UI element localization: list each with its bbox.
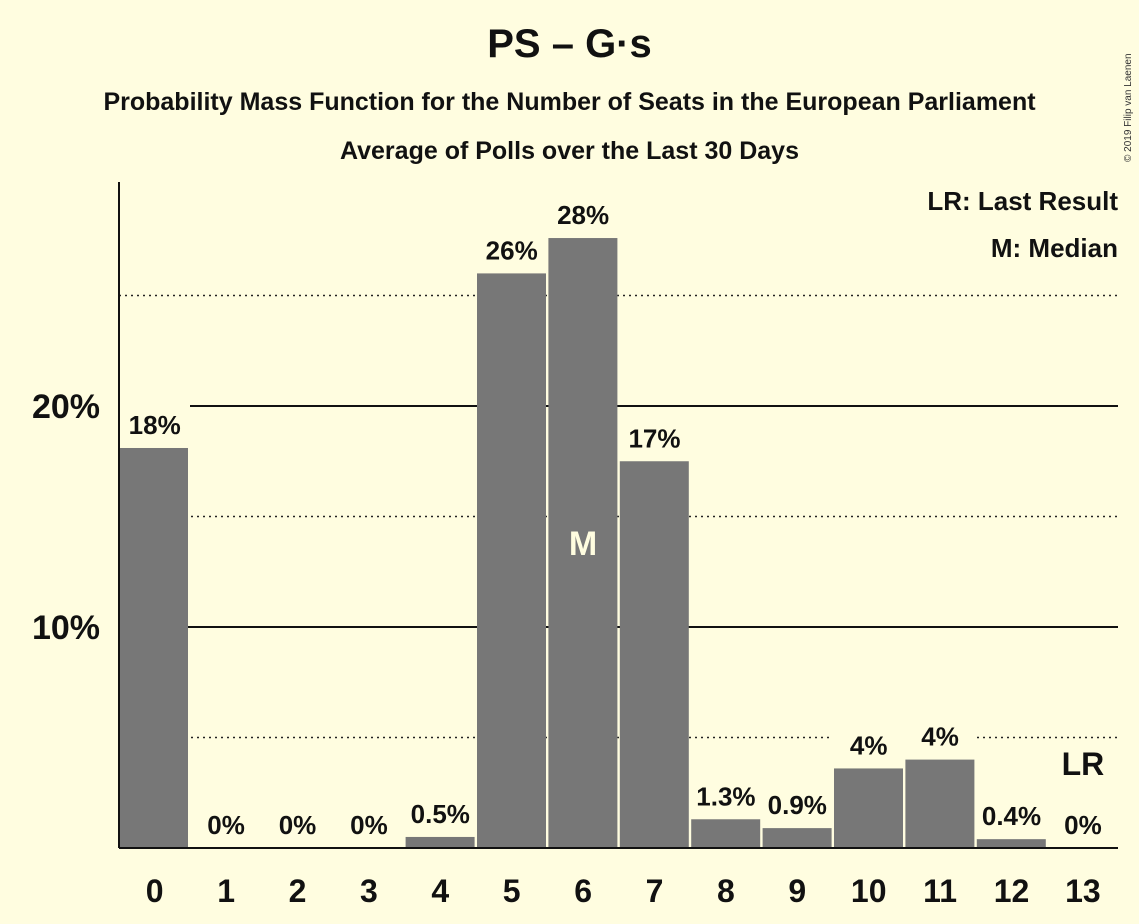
label-backdrop <box>475 225 548 274</box>
data-label: 17% <box>628 423 680 453</box>
label-backdrop <box>832 720 905 769</box>
legend-last-result: LR: Last Result <box>927 186 1118 216</box>
y-tick-label: 10% <box>32 609 100 647</box>
label-backdrop <box>117 399 190 448</box>
x-tick-label: 2 <box>289 873 307 909</box>
x-tick-label: 12 <box>994 873 1030 909</box>
last-result-marker: LR <box>1062 746 1105 782</box>
x-tick-label: 10 <box>851 873 887 909</box>
data-label: 0% <box>207 810 245 840</box>
x-tick-label: 9 <box>788 873 806 909</box>
label-backdrop <box>974 791 1048 840</box>
data-label: 28% <box>557 200 609 230</box>
bar-seat-9 <box>762 828 832 848</box>
data-label: 0% <box>1064 810 1102 840</box>
data-labels: 18% 0% 0% 0% 0.5% 26% 28% M 17% 1.3% 0.9% 4% 4% 0.4% 0… <box>129 200 1105 840</box>
data-label: 0% <box>350 810 388 840</box>
legend-median: M: Median <box>991 233 1118 263</box>
x-tick-label: 11 <box>923 873 957 909</box>
median-marker: M <box>569 525 597 563</box>
bar-seat-12 <box>976 839 1046 848</box>
y-tick-label: 20% <box>32 388 100 426</box>
bar-seat-11 <box>905 759 975 848</box>
label-backdrop <box>403 788 477 837</box>
x-tick-label: 8 <box>717 873 735 909</box>
data-label: 0% <box>279 810 317 840</box>
bar-seat-5 <box>477 273 546 848</box>
x-tick-label: 5 <box>503 873 521 909</box>
chart-title: PS – G·s <box>487 22 652 66</box>
data-label: 1.3% <box>696 781 755 811</box>
chart-subtitle-2: Average of Polls over the Last 30 Days <box>340 137 799 165</box>
bar-seat-0 <box>119 447 188 848</box>
gridlines <box>119 294 1118 739</box>
x-tick-label: 6 <box>574 873 592 909</box>
label-backdrop <box>760 780 834 829</box>
data-label: 0.5% <box>411 799 470 829</box>
label-backdrop <box>617 413 691 462</box>
data-label: 0.9% <box>768 790 827 820</box>
bar-seat-4 <box>405 836 475 848</box>
bar-seat-7 <box>619 461 689 848</box>
x-tick-label: 0 <box>146 873 164 909</box>
x-tick-label: 1 <box>217 873 235 909</box>
label-backdrop <box>546 190 620 239</box>
label-backdrop <box>689 771 763 820</box>
bar-seat-8 <box>691 819 761 848</box>
axes: 10%20%0 1 2 3 4 5 6 7 8 9 10 11 12 13 <box>32 182 1118 909</box>
chart-subtitle: Probability Mass Function for the Number… <box>103 88 1036 116</box>
label-backdrop <box>903 711 977 760</box>
x-tick-label: 4 <box>431 873 449 909</box>
data-label: 26% <box>486 235 538 265</box>
x-tick-label: 3 <box>360 873 378 909</box>
bar-seat-6 <box>548 238 618 849</box>
data-label: 4% <box>921 722 959 752</box>
x-tick-label: 13 <box>1065 873 1101 909</box>
data-label: 0.4% <box>982 801 1041 831</box>
bars <box>117 190 1048 849</box>
data-label: 18% <box>129 410 181 440</box>
x-tick-label: 7 <box>646 873 664 909</box>
bar-seat-10 <box>834 768 903 848</box>
data-label: 4% <box>850 730 888 760</box>
